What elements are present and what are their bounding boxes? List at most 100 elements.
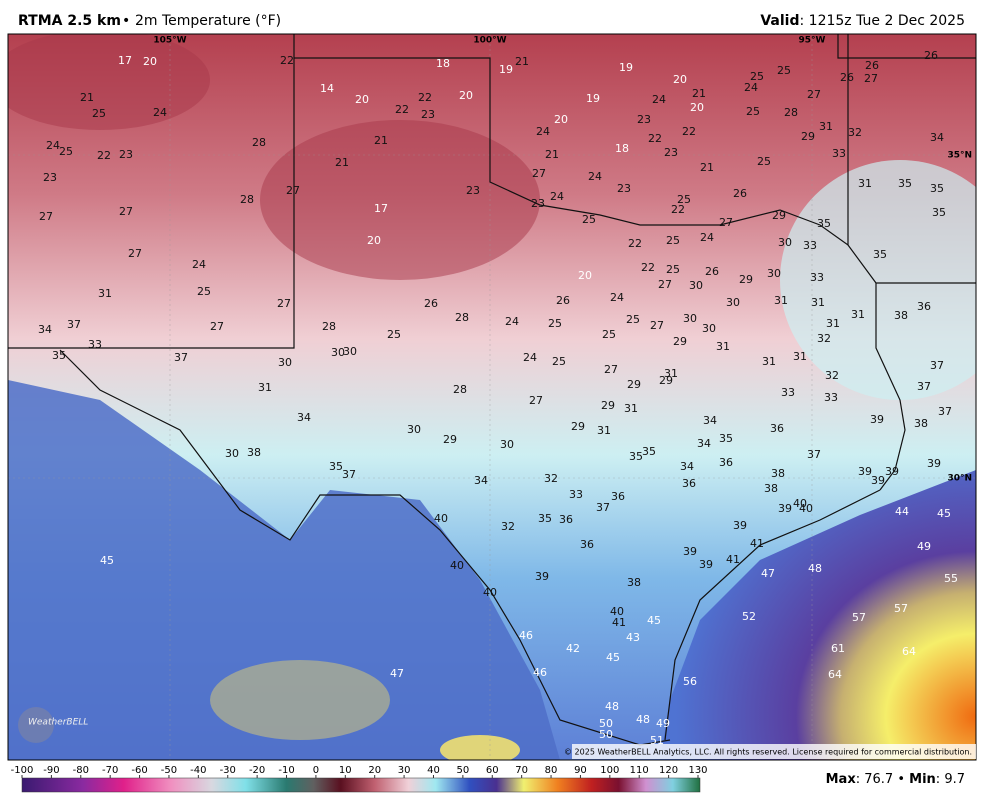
station-value: 36 xyxy=(917,300,931,313)
station-value: 36 xyxy=(682,477,696,490)
station-value: 31 xyxy=(826,317,840,330)
colorbar-label: -80 xyxy=(73,765,89,776)
station-value: 35 xyxy=(898,177,912,190)
station-value: 35 xyxy=(932,206,946,219)
station-value: 14 xyxy=(320,82,334,95)
station-value: 34 xyxy=(930,131,944,144)
lon-label: 100°W xyxy=(473,36,506,46)
station-value: 27 xyxy=(604,363,618,376)
station-value: 25 xyxy=(746,105,760,118)
station-value: 31 xyxy=(811,296,825,309)
station-value: 25 xyxy=(602,328,616,341)
station-value: 22 xyxy=(395,103,409,116)
station-value: 40 xyxy=(799,502,813,515)
station-value: 30 xyxy=(343,345,357,358)
lon-label: 105°W xyxy=(153,36,186,46)
station-value: 30 xyxy=(225,447,239,460)
station-value: 64 xyxy=(902,645,916,658)
station-value: 49 xyxy=(656,717,670,730)
station-value: 55 xyxy=(944,572,958,585)
subtitle: 2m Temperature (°F) xyxy=(135,13,281,29)
station-value: 22 xyxy=(97,149,111,162)
station-value: 39 xyxy=(885,465,899,478)
station-value: 49 xyxy=(917,540,931,553)
colorbar-label: 90 xyxy=(574,765,587,776)
colon: : xyxy=(800,13,809,29)
lat-label: 35°N xyxy=(947,151,972,161)
station-value: 28 xyxy=(453,383,467,396)
warm-patch xyxy=(440,735,520,760)
station-value: 36 xyxy=(559,513,573,526)
station-value: 36 xyxy=(770,422,784,435)
station-value: 45 xyxy=(937,507,951,520)
station-value: 35 xyxy=(719,432,733,445)
station-value: 36 xyxy=(611,490,625,503)
station-value: 48 xyxy=(636,713,650,726)
colorbar-label: 110 xyxy=(630,765,649,776)
station-value: 24 xyxy=(536,125,550,138)
station-value: 33 xyxy=(810,271,824,284)
station-value: 27 xyxy=(277,297,291,310)
colorbar-label: 50 xyxy=(457,765,470,776)
station-value: 37 xyxy=(938,405,952,418)
station-value: 28 xyxy=(252,136,266,149)
station-value: 40 xyxy=(483,586,497,599)
station-value: 40 xyxy=(793,497,807,510)
station-value: 30 xyxy=(683,312,697,325)
station-value: 18 xyxy=(436,57,450,70)
station-value: 24 xyxy=(610,291,624,304)
station-value: 57 xyxy=(894,602,908,615)
min-label: Min xyxy=(909,772,936,787)
station-value: 25 xyxy=(548,317,562,330)
station-value: 26 xyxy=(924,49,938,62)
station-value: 20 xyxy=(143,55,157,68)
station-value: 29 xyxy=(601,399,615,412)
station-value: 61 xyxy=(831,642,845,655)
station-value: 35 xyxy=(642,445,656,458)
station-value: 31 xyxy=(258,381,272,394)
station-value: 21 xyxy=(700,161,714,174)
station-value: 38 xyxy=(914,417,928,430)
station-value: 32 xyxy=(501,520,515,533)
station-value: 64 xyxy=(828,668,842,681)
station-value: 41 xyxy=(612,616,626,629)
station-value: 57 xyxy=(852,611,866,624)
station-value: 29 xyxy=(443,433,457,446)
colorbar-ticks: -100 -90 -80 -70 -60 -50 -40 -30 -20 -10 0 10 20 30 40… xyxy=(11,765,708,778)
station-value: 21 xyxy=(374,134,388,147)
station-value: 28 xyxy=(784,106,798,119)
min-value: 9.7 xyxy=(944,772,965,787)
station-value: 19 xyxy=(586,92,600,105)
station-value: 35 xyxy=(329,460,343,473)
station-value: 22 xyxy=(648,132,662,145)
station-value: 48 xyxy=(808,562,822,575)
colorbar-label: 70 xyxy=(515,765,528,776)
station-value: 45 xyxy=(100,554,114,567)
station-value: 27 xyxy=(864,72,878,85)
station-value: 20 xyxy=(459,89,473,102)
station-value: 23 xyxy=(531,197,545,210)
lat-label: 30°N xyxy=(947,474,972,484)
station-value: 30 xyxy=(331,346,345,359)
station-value: 27 xyxy=(658,278,672,291)
station-value: 32 xyxy=(848,126,862,139)
station-value: 34 xyxy=(680,460,694,473)
colorbar-label: 10 xyxy=(339,765,352,776)
colorbar xyxy=(21,777,701,793)
cold-core xyxy=(8,34,210,130)
station-value: 22 xyxy=(280,54,294,67)
station-value: 24 xyxy=(523,351,537,364)
map-frame xyxy=(7,33,977,761)
station-value: 27 xyxy=(532,167,546,180)
colorbar-label: -90 xyxy=(43,765,59,776)
station-value: 45 xyxy=(606,651,620,664)
station-value: 22 xyxy=(628,237,642,250)
station-value: 46 xyxy=(519,629,533,642)
max-value: 76.7 xyxy=(864,772,893,787)
station-value: 37 xyxy=(342,468,356,481)
station-value: 30 xyxy=(278,356,292,369)
colorbar-label: -40 xyxy=(190,765,206,776)
